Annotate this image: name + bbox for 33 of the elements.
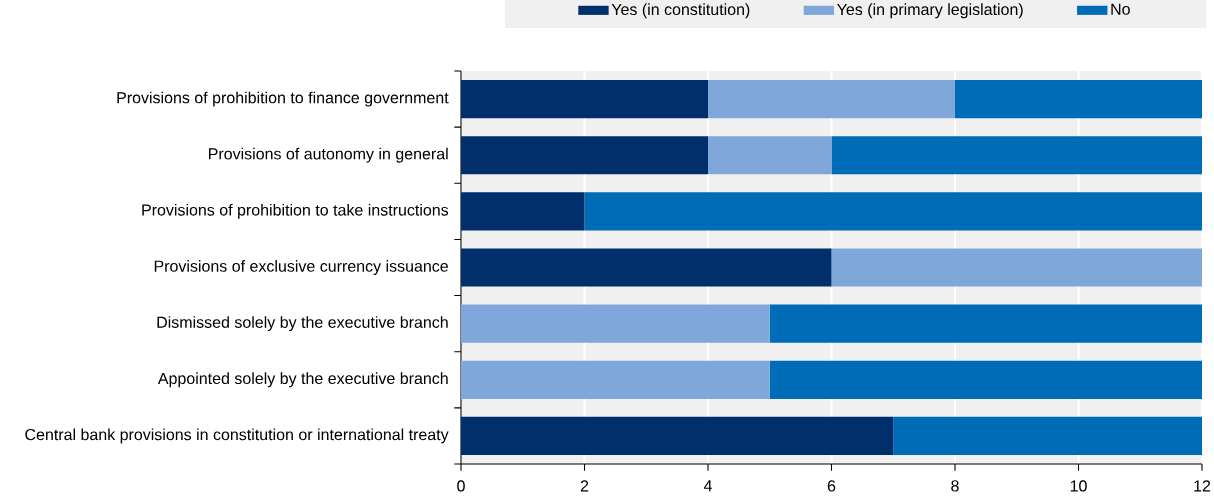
x-tick-label: 0 <box>457 480 465 492</box>
bar <box>769 360 1202 399</box>
x-tick-label: 6 <box>827 480 836 492</box>
x-tick-label: 8 <box>951 480 959 492</box>
bar <box>708 136 832 175</box>
y-tick-label: Provisions of exclusive currency issuance <box>154 260 448 275</box>
bar <box>708 79 955 119</box>
bar <box>461 360 770 399</box>
y-tick-label: Dismissed solely by the executive branch <box>157 316 448 332</box>
x-tick-label: 2 <box>580 480 589 492</box>
bar <box>831 248 1202 287</box>
y-tick-label: Provisions of prohibition to take instructions <box>142 203 449 219</box>
y-tick-label: Central bank provisions in constitution or international treaty <box>25 428 449 444</box>
bar <box>461 248 832 287</box>
bar <box>769 304 1202 343</box>
y-tick-label: Provisions of prohibition to finance government <box>117 91 449 107</box>
bar <box>893 416 1202 456</box>
legend-label: Yes (in constitution) <box>611 3 750 19</box>
bar <box>831 136 1202 175</box>
legend-label: Yes (in primary legislation) <box>837 3 1023 19</box>
x-tick-label: 10 <box>1070 480 1087 492</box>
bar <box>461 192 585 231</box>
bar <box>461 416 894 456</box>
x-tick-label: 4 <box>703 480 712 492</box>
y-tick-label: Provisions of autonomy in general <box>209 147 448 163</box>
bar <box>461 136 708 175</box>
bar <box>461 304 770 343</box>
legend-label: No <box>1111 3 1130 15</box>
y-tick-label: Appointed solely by the executive branch <box>157 372 448 388</box>
bar <box>584 192 1202 231</box>
bar <box>955 79 1202 119</box>
x-tick-label: 12 <box>1194 480 1211 492</box>
bar <box>461 79 708 119</box>
